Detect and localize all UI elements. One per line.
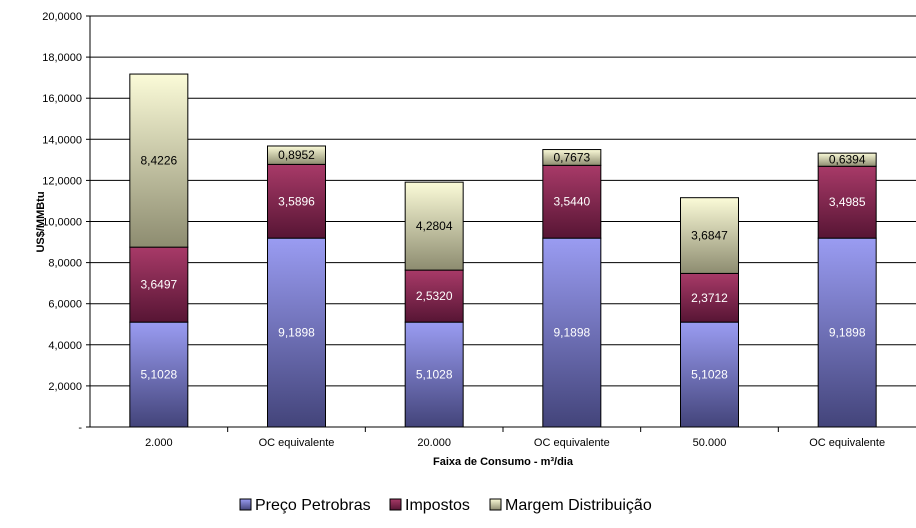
data-label: 3,6497 [140,278,177,292]
legend-swatch [239,498,252,511]
data-label: 2,3712 [691,291,728,305]
y-tick-label: 18,0000 [42,52,82,64]
y-tick-label: 20,0000 [42,11,82,23]
y-tick-label: 8,0000 [48,258,82,270]
legend-swatch [489,498,502,511]
y-tick-label: 6,0000 [48,299,82,311]
bar-segment [680,197,739,274]
bar-segment [817,165,877,239]
bar-segment [267,237,326,428]
data-label: 0,7673 [553,150,590,164]
data-label: 8,4226 [140,154,177,168]
x-axis-title: Faixa de Consumo - m³/dia [433,456,574,468]
x-tick-label: 2.000 [145,437,173,449]
legend-label: Impostos [405,497,470,514]
y-tick-label: 2,0000 [48,381,82,393]
bar-segment [404,181,464,271]
data-label: 5,1028 [691,368,728,382]
data-label: 4,2804 [416,219,453,233]
data-label: 9,1898 [829,326,866,340]
data-label: 5,1028 [140,368,177,382]
grid-lines [90,15,916,387]
y-tick-label: 12,0000 [42,175,82,187]
legend-label: Margem Distribuição [505,497,652,514]
data-label: 9,1898 [278,326,315,340]
y-tick-label: 4,0000 [48,340,82,352]
data-label: 5,1028 [416,368,453,382]
x-tick-label: OC equivalente [809,437,885,449]
bar-segment [542,237,602,428]
bar-segment [542,164,602,239]
data-label: 0,6394 [829,153,866,167]
bar-segment [267,163,326,239]
y-tick-label: 14,0000 [42,134,82,146]
bar-segment [404,269,464,323]
data-label: 2,5320 [416,289,453,303]
x-tick-label: OC equivalente [534,437,610,449]
bar-segment [817,152,877,167]
x-tick-label: OC equivalente [259,437,335,449]
data-label: 3,5440 [553,195,590,209]
data-label: 3,6847 [691,229,728,243]
data-labels: 5,1028 3,6497 8,4226 9,1898 3,5896 0,8952 5,10… [140,148,865,381]
bar-segment [680,272,739,323]
bar-segment [680,321,739,428]
bar-segment [129,246,189,323]
y-tick-label: 10,0000 [42,217,82,229]
bar-segment [267,145,326,165]
legend-label: Preço Petrobras [255,497,371,514]
bar-segment [817,237,877,428]
y-tick-label: 16,0000 [42,93,82,105]
data-label: 3,5896 [278,194,315,208]
x-tick-label: 50.000 [693,437,727,449]
data-label: 9,1898 [553,326,590,340]
bar-segment [129,73,189,248]
data-label: 3,4985 [829,195,866,209]
x-tick-label: 20.000 [417,437,451,449]
legend-swatch [389,498,402,511]
y-axis-title: US$/MMBtu [35,191,47,252]
bars [129,73,877,428]
y-tick-label: - [78,422,82,434]
tick-labels: - 2,0000 4,0000 6,0000 8,0000 10,0000 12,0000 1… [42,11,885,449]
axes [86,15,916,432]
bar-segment [542,149,602,166]
legend: Preço Petrobras Impostos Margem Distribuiç… [239,497,652,514]
data-label: 0,8952 [278,148,315,162]
